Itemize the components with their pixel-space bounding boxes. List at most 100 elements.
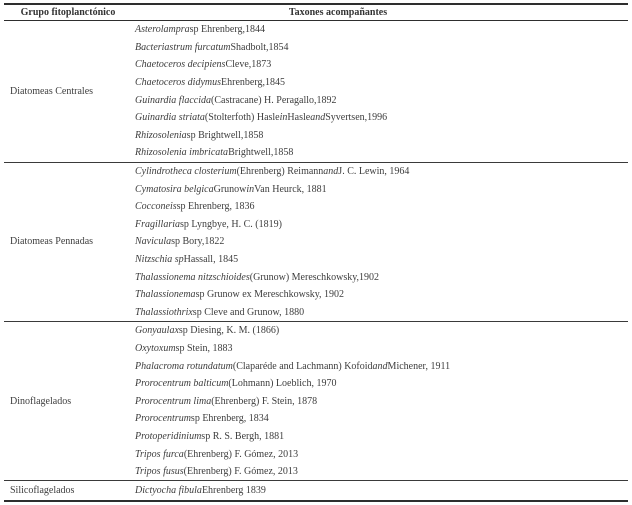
taxon-name-italic: in xyxy=(279,112,288,124)
taxon-name-italic: and xyxy=(323,166,339,178)
taxon-name-italic: Thalassiothrix xyxy=(135,306,193,318)
taxon-name-italic: Nitzschia sp xyxy=(135,254,184,266)
taxon-name-italic: Gonyaulax xyxy=(135,325,179,337)
taxon-authority: Syvertsen,1996 xyxy=(325,112,388,124)
taxon-authority: sp Diesing, K. M. (1866) xyxy=(178,325,280,337)
taxon-authority: Ehrenberg,1845 xyxy=(221,77,285,89)
taxa-rows: Dictyocha fibula Ehrenberg 1839 xyxy=(132,481,628,500)
taxon-name-italic: Oxytoxum xyxy=(135,342,176,354)
taxon-name-italic: Phalacroma rotundatum xyxy=(135,360,233,372)
taxon-row: Cylindrotheca closterium (Ehrenberg) Rei… xyxy=(132,163,628,181)
taxon-name-italic: Rhizosolenia imbricata xyxy=(135,147,229,159)
taxon-name-italic: Rhizosolenia xyxy=(135,129,187,141)
taxon-name-italic: Guinardia striata xyxy=(135,112,205,124)
taxon-name-italic: Dictyocha fibula xyxy=(135,485,202,497)
taxon-row: Prorocentrum balticum (Lohmann) Loeblich… xyxy=(132,375,628,393)
taxon-authority: (Ehrenberg) F. Gómez, 2013 xyxy=(183,448,299,460)
taxon-name-italic: Navicula xyxy=(135,236,172,248)
taxon-name-italic: Thalassionema nitzschioides xyxy=(135,271,250,283)
taxon-name-italic: Cocconeis xyxy=(135,201,177,213)
group-label: Silicoflagelados xyxy=(10,485,75,497)
taxon-authority: sp Grunow ex Mereschkowsky, 1902 xyxy=(195,289,345,301)
taxon-name-italic: and xyxy=(372,360,388,372)
taxon-authority: sp Cleve and Grunow, 1880 xyxy=(192,306,305,318)
taxa-table: Grupo fitoplanctónico Taxones acompañant… xyxy=(4,3,628,503)
taxon-row: Gonyaulax sp Diesing, K. M. (1866) xyxy=(132,322,628,340)
taxon-authority: J. C. Lewin, 1964 xyxy=(338,166,410,178)
taxa-rows: Gonyaulax sp Diesing, K. M. (1866) Oxytox… xyxy=(132,322,628,480)
taxon-row: Prorocentrum sp Ehrenberg, 1834 xyxy=(132,410,628,428)
taxon-authority: (Ehrenberg) Reimann xyxy=(236,166,324,178)
taxon-row: Thalassiothrix sp Cleve and Grunow, 1880 xyxy=(132,304,628,322)
taxon-authority: sp Stein, 1883 xyxy=(175,342,233,354)
taxon-authority: Hasle xyxy=(287,112,311,124)
taxon-row: Rhizosolenia sp Brightwell,1858 xyxy=(132,127,628,145)
header-taxones-acompanantes: Taxones acompañantes xyxy=(288,7,388,18)
taxon-name-italic: and xyxy=(310,112,326,124)
taxon-authority: Cleve,1873 xyxy=(225,59,272,71)
taxon-name-italic: in xyxy=(246,183,255,195)
taxon-name-italic: Protoperidinium xyxy=(135,430,202,442)
taxon-row: Chaetoceros decipiens Cleve,1873 xyxy=(132,56,628,74)
taxon-row: Tripos fusus (Ehrenberg) F. Gómez, 2013 xyxy=(132,463,628,481)
taxon-row: Thalassionema nitzschioides (Grunow) Mer… xyxy=(132,268,628,286)
taxon-authority: sp Ehrenberg, 1836 xyxy=(176,201,255,213)
header-grupo-fitoplanctonico: Grupo fitoplanctónico xyxy=(20,7,116,18)
taxon-row: Prorocentrum lima (Ehrenberg) F. Stein, … xyxy=(132,392,628,410)
taxon-authority: Brightwell,1858 xyxy=(228,147,294,159)
taxa-rows: Asterolampra sp Ehrenberg,1844 Bacteriast… xyxy=(132,21,628,162)
taxon-row: Guinardia flaccida (Castracane) H. Perag… xyxy=(132,91,628,109)
taxon-row: Phalacroma rotundatum (Claparéde and Lac… xyxy=(132,357,628,375)
taxon-authority: Hassall, 1845 xyxy=(183,254,239,266)
table-header-row: Grupo fitoplanctónico Taxones acompañant… xyxy=(4,5,628,21)
taxon-authority: (Claparéde and Lachmann) Kofoid xyxy=(232,360,373,372)
taxon-row: Rhizosolenia imbricata Brightwell,1858 xyxy=(132,144,628,162)
taxon-name-italic: Guinardia flaccida xyxy=(135,94,212,106)
taxon-name-italic: Asterolampra xyxy=(135,24,190,36)
taxon-row: Guinardia striata (Stolterfoth) Hasle in… xyxy=(132,109,628,127)
taxon-row: Chaetoceros didymus Ehrenberg,1845 xyxy=(132,74,628,92)
taxon-authority: sp Bory,1822 xyxy=(171,236,225,248)
group-label: Diatomeas Pennadas xyxy=(10,236,94,248)
taxon-authority: Michener, 1911 xyxy=(387,360,451,372)
taxon-authority: Grunow xyxy=(213,183,247,195)
group-label: Dinoflagelados xyxy=(10,395,72,407)
taxa-rows: Cylindrotheca closterium (Ehrenberg) Rei… xyxy=(132,163,628,321)
table-section: Silicoflagelados Dictyocha fibula Ehrenbe… xyxy=(4,480,628,500)
taxon-name-italic: Fragillaria xyxy=(135,218,181,230)
taxon-authority: (Lohmann) Loeblich, 1970 xyxy=(228,378,337,390)
taxon-authority: (Castracane) H. Peragallo,1892 xyxy=(211,94,337,106)
taxon-authority: (Ehrenberg) F. Gómez, 2013 xyxy=(183,466,298,478)
table-section: Diatomeas Centrales Asterolampra sp Ehren… xyxy=(4,21,628,162)
group-label: Diatomeas Centrales xyxy=(10,85,94,97)
taxon-name-italic: Chaetoceros decipiens xyxy=(135,59,226,71)
taxon-authority: (Ehrenberg) F. Stein, 1878 xyxy=(211,395,318,407)
table-section: Diatomeas Pennadas Cylindrotheca closteri… xyxy=(4,161,628,321)
taxon-name-italic: Chaetoceros didymus xyxy=(135,77,222,89)
taxon-row: Nitzschia sp Hassall, 1845 xyxy=(132,251,628,269)
taxon-name-italic: Prorocentrum balticum xyxy=(135,378,229,390)
taxon-name-italic: Tripos furca xyxy=(135,448,184,460)
taxon-name-italic: Thalassionema xyxy=(135,289,196,301)
taxon-row: Tripos furca (Ehrenberg) F. Gómez, 2013 xyxy=(132,445,628,463)
taxon-row: Fragillaria sp Lyngbye, H. C. (1819) xyxy=(132,216,628,234)
taxon-authority: Ehrenberg 1839 xyxy=(201,485,266,497)
taxon-authority: sp Lyngbye, H. C. (1819) xyxy=(180,218,282,230)
taxon-name-italic: Prorocentrum xyxy=(135,413,191,425)
taxon-name-italic: Cymatosira belgica xyxy=(135,183,214,195)
taxon-name-italic: Bacteriastrum furcatum xyxy=(135,41,231,53)
taxon-row: Asterolampra sp Ehrenberg,1844 xyxy=(132,21,628,39)
taxon-row: Navicula sp Bory,1822 xyxy=(132,233,628,251)
taxon-authority: sp Brightwell,1858 xyxy=(186,129,264,141)
taxon-authority: (Grunow) Mereschkowsky,1902 xyxy=(249,271,380,283)
taxon-authority: Van Heurck, 1881 xyxy=(254,183,327,195)
taxon-row: Thalassionema sp Grunow ex Mereschkowsky… xyxy=(132,286,628,304)
taxon-authority: Shadbolt,1854 xyxy=(230,41,289,53)
taxon-authority: sp R. S. Bergh, 1881 xyxy=(201,430,285,442)
taxon-name-italic: Prorocentrum lima xyxy=(135,395,212,407)
taxon-authority: (Stolterfoth) Hasle xyxy=(204,112,280,124)
table-body: Diatomeas Centrales Asterolampra sp Ehren… xyxy=(4,21,628,500)
taxon-row: Oxytoxum sp Stein, 1883 xyxy=(132,340,628,358)
taxon-row: Bacteriastrum furcatum Shadbolt,1854 xyxy=(132,39,628,57)
taxon-row: Dictyocha fibula Ehrenberg 1839 xyxy=(132,481,628,500)
